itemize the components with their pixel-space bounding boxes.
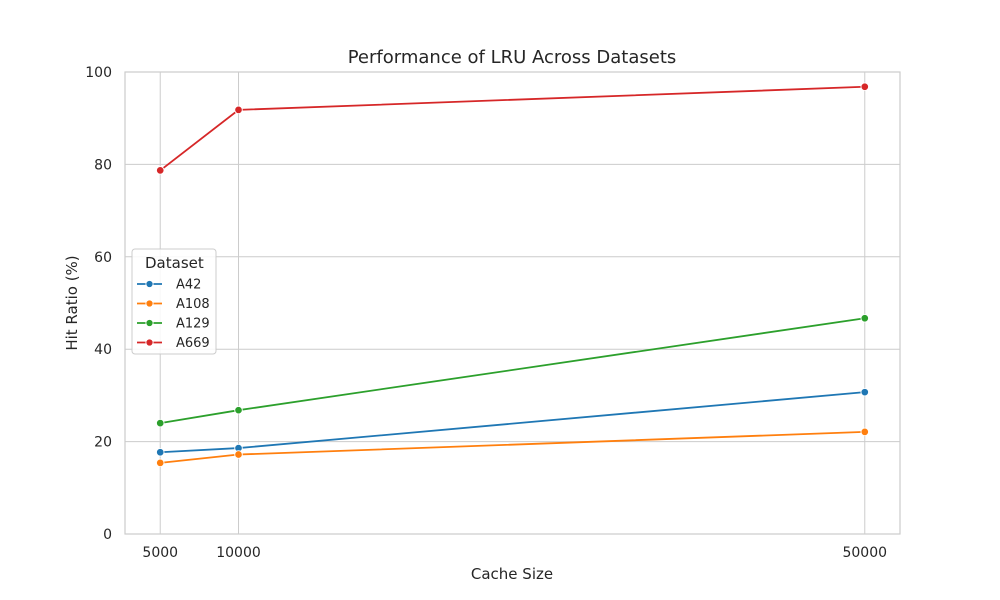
legend-item: A42 [137,278,201,293]
data-point [234,450,243,459]
series [155,82,870,468]
series-a129 [155,313,870,428]
legend-label: A108 [176,297,210,312]
series-a42 [155,387,870,457]
series-a108 [155,427,870,468]
legend-label: A129 [176,317,210,332]
legend: Dataset A42 A108 A129 A669 [131,248,217,355]
legend-swatch-marker [145,338,154,347]
x-tick-label: 50000 [842,545,887,561]
data-point [860,82,870,92]
legend-item: A129 [137,317,210,332]
data-point [234,105,243,115]
y-tick-label: 20 [94,435,112,451]
data-point [234,405,243,415]
tick-labels: 0 20 40 60 80 100 5000 10000 50000 [85,65,887,561]
legend-items: A42 A108 A129 A669 [137,278,210,351]
chart-title: Performance of LRU Across Datasets [348,47,677,68]
y-tick-label: 100 [85,65,112,81]
data-point [155,447,165,457]
legend-item: A108 [137,297,210,312]
legend-swatch-marker [145,318,154,328]
y-tick-label: 80 [94,157,112,173]
y-tick-label: 60 [94,250,112,266]
y-tick-label: 0 [103,527,112,543]
plot-frame [124,71,901,535]
x-tick-label: 10000 [216,545,261,561]
series-a669 [155,82,870,175]
legend-item: A669 [137,336,210,351]
legend-swatch-marker [145,279,154,289]
data-point [155,458,165,468]
data-point [860,313,870,323]
legend-box [131,248,217,355]
legend-title: Dataset [145,254,204,272]
data-point [155,166,165,175]
data-point [860,427,870,437]
x-tick-label: 5000 [142,545,178,561]
legend-label: A42 [176,278,201,293]
data-point [860,387,870,397]
legend-swatch-marker [145,299,154,308]
x-axis-label: Cache Size [471,565,553,583]
data-point [155,418,165,428]
legend-label: A669 [176,336,210,351]
y-tick-label: 40 [94,342,112,358]
y-axis-label: Hit Ratio (%) [63,255,81,350]
